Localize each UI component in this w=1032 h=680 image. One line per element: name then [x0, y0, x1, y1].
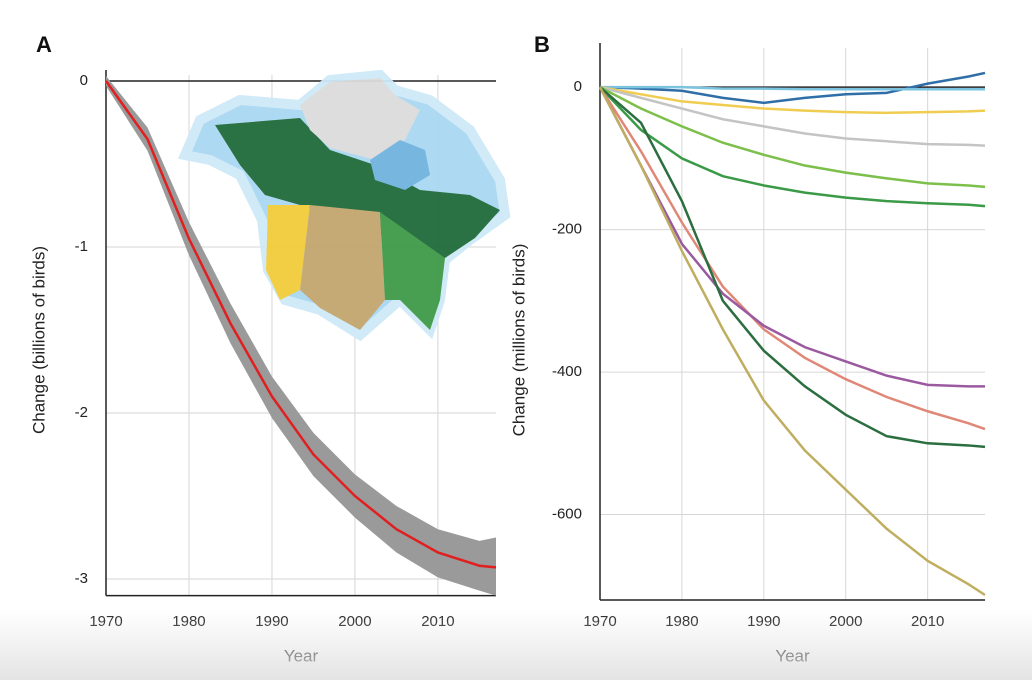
series-line: [599, 86, 986, 189]
x-tick-label: 2010: [911, 613, 944, 630]
series-line: [599, 71, 986, 105]
x-tick-label: 1980: [665, 613, 698, 630]
x-tick-label: 2000: [338, 613, 371, 630]
inset-map: [177, 69, 511, 342]
series-line: [599, 85, 986, 115]
y-tick-label: -1: [75, 238, 88, 255]
x-tick-label: 2010: [421, 613, 454, 630]
series-line: [599, 86, 986, 208]
y-tick-label: 0: [80, 72, 88, 89]
x-tick-label: 1990: [255, 613, 288, 630]
y-tick-label: 0: [574, 78, 582, 95]
y-tick-label: -3: [75, 570, 88, 587]
y-tick-label: -200: [552, 221, 582, 238]
series-line: [598, 86, 986, 597]
y-axis-label: Change (millions of birds): [509, 244, 528, 437]
y-tick-label: -400: [552, 363, 582, 380]
series-line: [598, 86, 985, 388]
y-tick-label: -2: [75, 404, 88, 421]
x-tick-label: 1990: [747, 613, 780, 630]
x-tick-label: 1970: [583, 613, 616, 630]
series-line: [600, 85, 985, 91]
x-tick-label: 1970: [89, 613, 122, 630]
series-line: [598, 86, 986, 431]
x-tick-label: 2000: [829, 613, 862, 630]
y-axis-label: Change (billions of birds): [29, 246, 48, 434]
series-line: [104, 80, 497, 569]
panel-title: B: [534, 32, 550, 57]
confidence-band: [106, 76, 496, 596]
series-line: [599, 86, 986, 449]
x-tick-label: 1980: [172, 613, 205, 630]
series-line: [599, 85, 986, 147]
x-axis-label: Year: [284, 646, 319, 665]
x-axis-label: Year: [775, 646, 810, 665]
y-tick-label: -600: [552, 505, 582, 522]
panel-title: A: [36, 32, 52, 57]
